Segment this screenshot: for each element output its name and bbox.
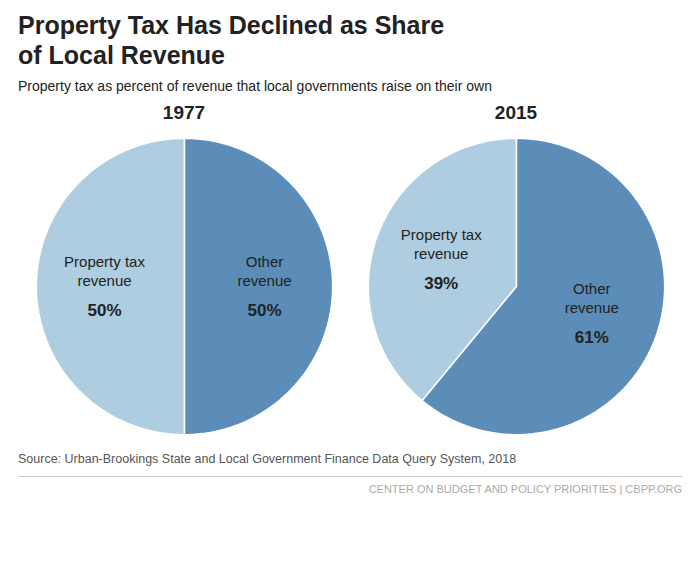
svg-text:Property taxrevenue: Property taxrevenue [64,253,145,290]
html-text:Source: Urban-Brookings State: Source: Urban-Brookings State and Local … [18,452,517,466]
html-text:Property tax as percent of rev: Property tax as percent of revenue that … [18,78,492,94]
svg-text:50%: 50% [247,301,281,320]
svg-text:Property taxrevenue: Property taxrevenue [401,226,482,263]
svg-text:39%: 39% [424,274,458,293]
html-text:Property Tax Has Declined as S: Property Tax Has Declined as Share of Lo… [18,11,445,69]
html-text:CENTER ON BUDGET AND POLICY PR: CENTER ON BUDGET AND POLICY PRIORITIES |… [368,483,682,495]
html-text:1977: 1977 [162,102,206,123]
svg-text:Otherrevenue: Otherrevenue [237,253,291,290]
html-text:2015: 2015 [494,102,538,123]
svg-text:50%: 50% [87,301,121,320]
svg-text:Otherrevenue: Otherrevenue [565,280,619,317]
svg-text:61%: 61% [575,328,609,347]
